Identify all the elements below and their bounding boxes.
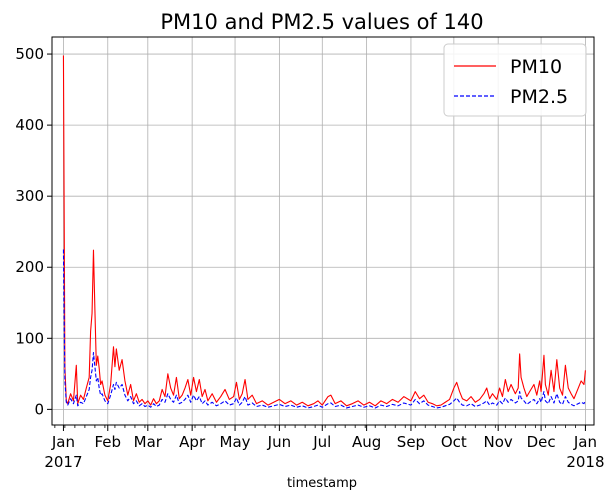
series-line-pm25 <box>62 249 586 409</box>
x-tick-label: Oct <box>441 433 467 451</box>
legend-box <box>443 43 587 117</box>
y-tick-label: 500 <box>15 45 44 63</box>
tick-marks: 0 100 200 300 400 500 Jan 2017 Feb Mar Apr May Jun Ju… <box>15 45 604 471</box>
axes <box>51 36 595 426</box>
series-lines <box>62 55 586 409</box>
x-tick-label: Jan <box>51 433 75 451</box>
x-tick-label: Jan <box>573 433 597 451</box>
x-tick-label: Feb <box>94 433 121 451</box>
x-tick-label: Apr <box>179 433 206 451</box>
y-tick-label: 100 <box>15 329 44 347</box>
x-tick-label: Jul <box>312 433 331 451</box>
x-tick-label: Aug <box>352 433 381 451</box>
y-tick-label: 200 <box>15 258 44 276</box>
legend-label: PM2.5 <box>510 86 568 108</box>
x-tick-year-label: 2018 <box>566 453 604 471</box>
x-tick-label: Nov <box>484 433 513 451</box>
x-tick-label: May <box>220 433 251 451</box>
legend: PM10 PM2.5 <box>443 43 587 117</box>
y-tick-label: 0 <box>34 400 44 418</box>
legend-label: PM10 <box>510 56 562 78</box>
series-line-pm10 <box>62 55 586 407</box>
chart-title: PM10 and PM2.5 values of 140 <box>160 10 483 34</box>
x-tick-year-label: 2017 <box>44 453 82 471</box>
y-tick-label: 400 <box>15 116 44 134</box>
x-tick-label: Mar <box>134 433 163 451</box>
y-tick-label: 300 <box>15 187 44 205</box>
x-tick-label: Jun <box>267 433 291 451</box>
grid-lines <box>52 37 594 425</box>
x-tick-label: Dec <box>527 433 556 451</box>
x-axis-label: timestamp <box>287 476 357 491</box>
x-tick-label: Sep <box>397 433 425 451</box>
plot-frame <box>51 36 595 426</box>
